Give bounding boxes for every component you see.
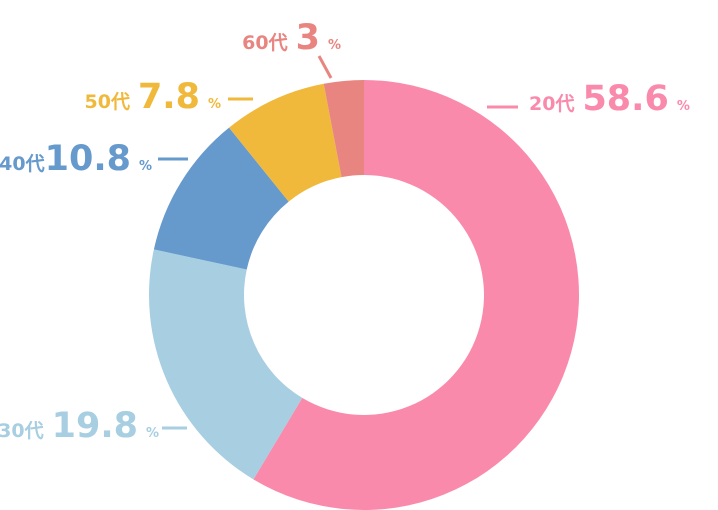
slice-label-unit: % xyxy=(677,99,690,114)
slice-label-value: 7.8 xyxy=(138,77,200,117)
donut-labels: 20代 58.6 %30代 19.8 %40代10.8 %50代 7.8 %60代 3% xyxy=(0,18,690,446)
slice-label-4: 50代 7.8% xyxy=(85,77,222,117)
donut-slices xyxy=(149,80,579,510)
slice-label-category: 30代 xyxy=(0,420,44,442)
donut-slice-2 xyxy=(149,249,303,480)
slice-label-unit: % xyxy=(146,426,159,441)
slice-label-value: 10.8 xyxy=(45,139,131,179)
slice-label-value: 3 xyxy=(296,18,320,58)
donut-slice-5 xyxy=(323,80,364,178)
slice-label-value: 58.6 xyxy=(582,79,668,119)
slice-label-unit: % xyxy=(139,159,152,174)
slice-label-2: 30代 19.8% xyxy=(0,406,159,446)
slice-label-category: 60代 xyxy=(242,32,287,54)
slice-label-category: 50代 xyxy=(85,91,130,113)
slice-label-unit: % xyxy=(208,97,221,112)
slice-label-unit: % xyxy=(328,38,341,53)
slice-label-value: 19.8 xyxy=(52,406,138,446)
leader-line-5 xyxy=(317,55,333,79)
donut-slice-3 xyxy=(153,127,289,270)
slice-label-category: 20代 xyxy=(529,93,574,115)
slice-label-1: 20代 58.6% xyxy=(529,79,690,119)
donut-slice-4 xyxy=(229,83,342,202)
slice-label-5: 60代 3% xyxy=(242,18,341,58)
donut-slice-1 xyxy=(253,80,579,510)
slice-label-3: 40代10.8% xyxy=(0,139,152,179)
slice-label-category: 40代 xyxy=(0,153,45,175)
